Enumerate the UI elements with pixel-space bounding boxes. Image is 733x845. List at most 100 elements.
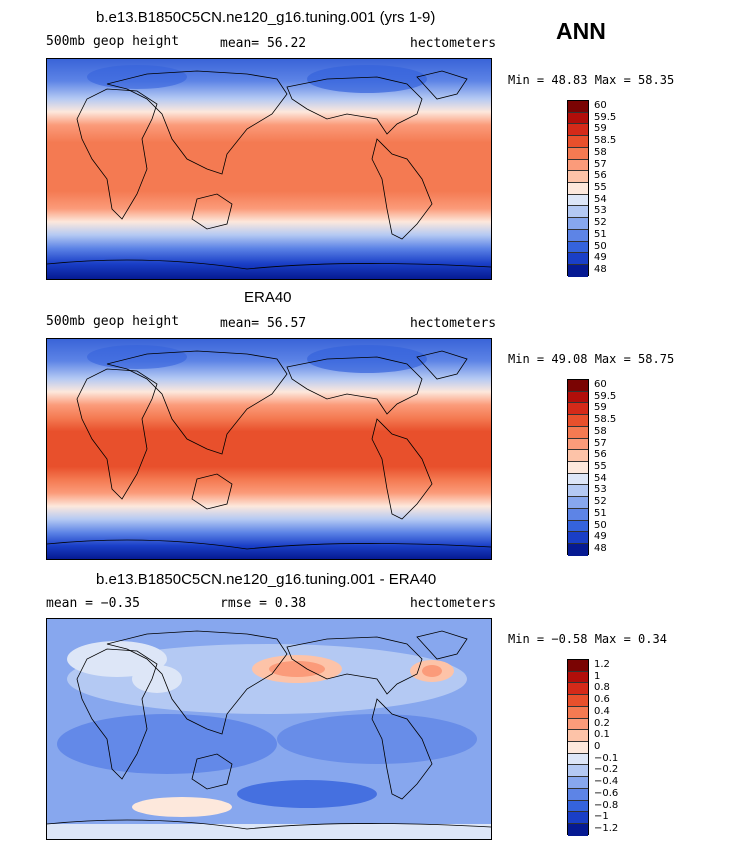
panel-1-mean-label: mean= 56.22 <box>220 36 307 51</box>
colorbar-swatch <box>568 112 588 125</box>
colorbar-swatch <box>568 136 588 148</box>
colorbar-swatch <box>568 520 588 533</box>
colorbar-tick-label: 57 <box>594 437 607 449</box>
panel-2-minmax: Min = 49.08 Max = 58.75 <box>508 352 675 366</box>
colorbar-tick-label: −0.4 <box>594 776 619 788</box>
panel-3-units-label: hectometers <box>410 596 497 611</box>
panel-2-variable-label: 500mb geop height <box>46 314 180 329</box>
season-label: ANN <box>556 18 606 44</box>
colorbar-swatch <box>568 391 588 404</box>
colorbar-tick-label: 0.6 <box>594 694 610 706</box>
colorbar-tick-label: 58.5 <box>594 135 617 147</box>
colorbar-tick-label: 55 <box>594 182 607 193</box>
panel-1-colorbar <box>567 100 589 277</box>
colorbar-swatch <box>568 730 588 743</box>
panel-2-colorbar <box>567 379 589 556</box>
colorbar-swatch <box>568 229 588 242</box>
colorbar-swatch <box>568 753 588 766</box>
colorbar-tick-label: 54 <box>594 472 607 484</box>
colorbar-tick-label: 54 <box>594 193 607 205</box>
colorbar-tick-label: 60 <box>594 378 607 390</box>
colorbar-swatch <box>568 497 588 509</box>
colorbar-swatch <box>568 415 588 427</box>
colorbar-swatch <box>568 671 588 684</box>
colorbar-tick-label: −1.2 <box>594 823 619 835</box>
colorbar-tick-label: 58 <box>594 425 607 437</box>
colorbar-tick-label: −0.8 <box>594 799 619 811</box>
colorbar-swatch <box>568 194 588 207</box>
colorbar-swatch <box>568 788 588 801</box>
colorbar-swatch <box>568 183 588 195</box>
colorbar-tick-label: 49 <box>594 531 607 543</box>
colorbar-tick-label: 57 <box>594 158 607 170</box>
colorbar-swatch <box>568 706 588 719</box>
colorbar-tick-label: 48 <box>594 543 607 555</box>
colorbar-tick-label: 0.8 <box>594 682 610 694</box>
colorbar-tick-label: 59 <box>594 123 607 135</box>
panel-1-title: b.e13.B1850C5CN.ne120_g16.tuning.001 (yr… <box>96 9 436 26</box>
colorbar-tick-label: 58 <box>594 146 607 158</box>
colorbar-swatch <box>568 253 588 266</box>
colorbar-swatch <box>568 171 588 184</box>
panel-3-colorbar <box>567 659 589 836</box>
panel-2-map <box>46 338 492 560</box>
colorbar-tick-label: 53 <box>594 484 607 496</box>
colorbar-tick-label: 51 <box>594 228 607 240</box>
colorbar-tick-label: 60 <box>594 99 607 111</box>
colorbar-swatch <box>568 124 588 137</box>
panel-1-minmax: Min = 48.83 Max = 58.35 <box>508 73 675 87</box>
panel-2-mean-label: mean= 56.57 <box>220 316 307 331</box>
colorbar-swatch <box>568 777 588 789</box>
colorbar-tick-label: 53 <box>594 205 607 217</box>
colorbar-swatch <box>568 438 588 451</box>
colorbar-tick-label: 52 <box>594 496 607 508</box>
panel-1-units-label: hectometers <box>410 36 497 51</box>
colorbar-swatch <box>568 683 588 696</box>
colorbar-swatch <box>568 765 588 778</box>
colorbar-tick-label: 52 <box>594 217 607 229</box>
colorbar-swatch <box>568 265 588 277</box>
colorbar-swatch <box>568 147 588 160</box>
colorbar-swatch <box>568 532 588 545</box>
colorbar-tick-label: 56 <box>594 449 607 461</box>
panel-2-units-label: hectometers <box>410 316 497 331</box>
colorbar-swatch <box>568 742 588 754</box>
panel-3-rmse-label: rmse = 0.38 <box>220 596 307 611</box>
colorbar-swatch <box>568 450 588 463</box>
colorbar-swatch <box>568 380 588 392</box>
colorbar-tick-label: 0.2 <box>594 717 610 729</box>
colorbar-swatch <box>568 241 588 254</box>
colorbar-tick-label: 1 <box>594 670 601 682</box>
colorbar-swatch <box>568 159 588 172</box>
panel-3-mean-label: mean = −0.35 <box>46 596 140 611</box>
colorbar-swatch <box>568 544 588 556</box>
colorbar-tick-label: 56 <box>594 170 607 182</box>
colorbar-tick-label: 50 <box>594 519 607 531</box>
colorbar-tick-label: 59.5 <box>594 111 617 123</box>
colorbar-swatch <box>568 101 588 113</box>
colorbar-tick-label: 0.4 <box>594 705 610 717</box>
panel-3-minmax: Min = −0.58 Max = 0.34 <box>508 632 667 646</box>
colorbar-swatch <box>568 508 588 521</box>
colorbar-swatch <box>568 695 588 707</box>
colorbar-swatch <box>568 462 588 474</box>
colorbar-tick-label: 59 <box>594 402 607 414</box>
colorbar-tick-label: 50 <box>594 240 607 252</box>
colorbar-swatch <box>568 718 588 731</box>
colorbar-swatch <box>568 473 588 486</box>
colorbar-swatch <box>568 485 588 498</box>
colorbar-tick-label: 1.2 <box>594 658 610 670</box>
colorbar-tick-label: −0.1 <box>594 752 619 764</box>
colorbar-swatch <box>568 206 588 219</box>
panel-3-map <box>46 618 492 840</box>
colorbar-tick-label: 55 <box>594 461 607 472</box>
colorbar-tick-label: 59.5 <box>594 390 617 402</box>
colorbar-tick-label: 0 <box>594 741 601 752</box>
colorbar-tick-label: −0.2 <box>594 764 619 776</box>
colorbar-tick-label: 0.1 <box>594 729 610 741</box>
colorbar-swatch <box>568 403 588 416</box>
colorbar-tick-label: −1 <box>594 811 609 823</box>
colorbar-swatch <box>568 426 588 439</box>
colorbar-tick-label: −0.6 <box>594 787 619 799</box>
panel-2-title: ERA40 <box>244 289 292 306</box>
